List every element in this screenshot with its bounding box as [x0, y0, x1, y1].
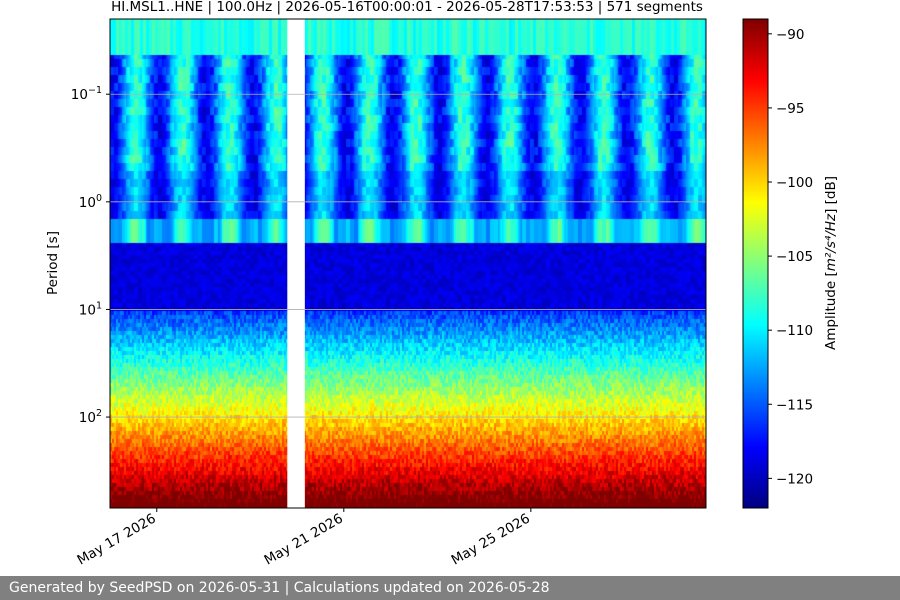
data-gap	[287, 19, 305, 508]
data-gaps	[287, 19, 305, 508]
x-tick-label: May 17 2026	[75, 511, 159, 569]
y-tick-label: 100	[79, 193, 102, 211]
colorbar: −90 −95 −100 −105 −110 −115 −120	[742, 18, 813, 509]
y-tick-label: 102	[79, 408, 102, 426]
spectrogram-heatmap	[110, 19, 706, 508]
y-tick-label: 101	[79, 300, 102, 318]
footer-bar: Generated by SeedPSD on 2026-05-31 | Cal…	[0, 576, 900, 600]
colorbar-label: Amplitude [m²/s⁴/Hz] [dB]	[823, 176, 839, 350]
grid-lines	[110, 93, 706, 418]
colorbar-tick-label: −90	[776, 27, 805, 43]
y-axis-label: Period [s]	[45, 231, 61, 295]
colorbar-tick-label: −105	[776, 249, 813, 265]
y-axis: 10−1 100 101 102	[71, 85, 110, 426]
plot-frame	[109, 18, 707, 509]
psd-figure: HI.MSL1..HNE | 100.0Hz | 2026-05-16T00:0…	[45, 0, 839, 568]
chart-title: HI.MSL1..HNE | 100.0Hz | 2026-05-16T00:0…	[111, 0, 703, 15]
colorbar-tick-label: −95	[776, 101, 805, 117]
y-tick-label: 10−1	[71, 85, 102, 103]
x-tick-label: May 25 2026	[449, 511, 533, 569]
colorbar-gradient	[742, 18, 769, 509]
x-tick-label: May 21 2026	[262, 511, 346, 569]
footer-text: Generated by SeedPSD on 2026-05-31 | Cal…	[9, 580, 550, 596]
colorbar-tick-label: −100	[776, 175, 813, 191]
heatmap-image	[110, 19, 706, 508]
colorbar-tick-label: −110	[776, 323, 813, 339]
colorbar-tick-label: −120	[776, 471, 813, 487]
colorbar-tick-label: −115	[776, 397, 813, 413]
x-axis: May 17 2026 May 21 2026 May 25 2026	[75, 508, 533, 568]
